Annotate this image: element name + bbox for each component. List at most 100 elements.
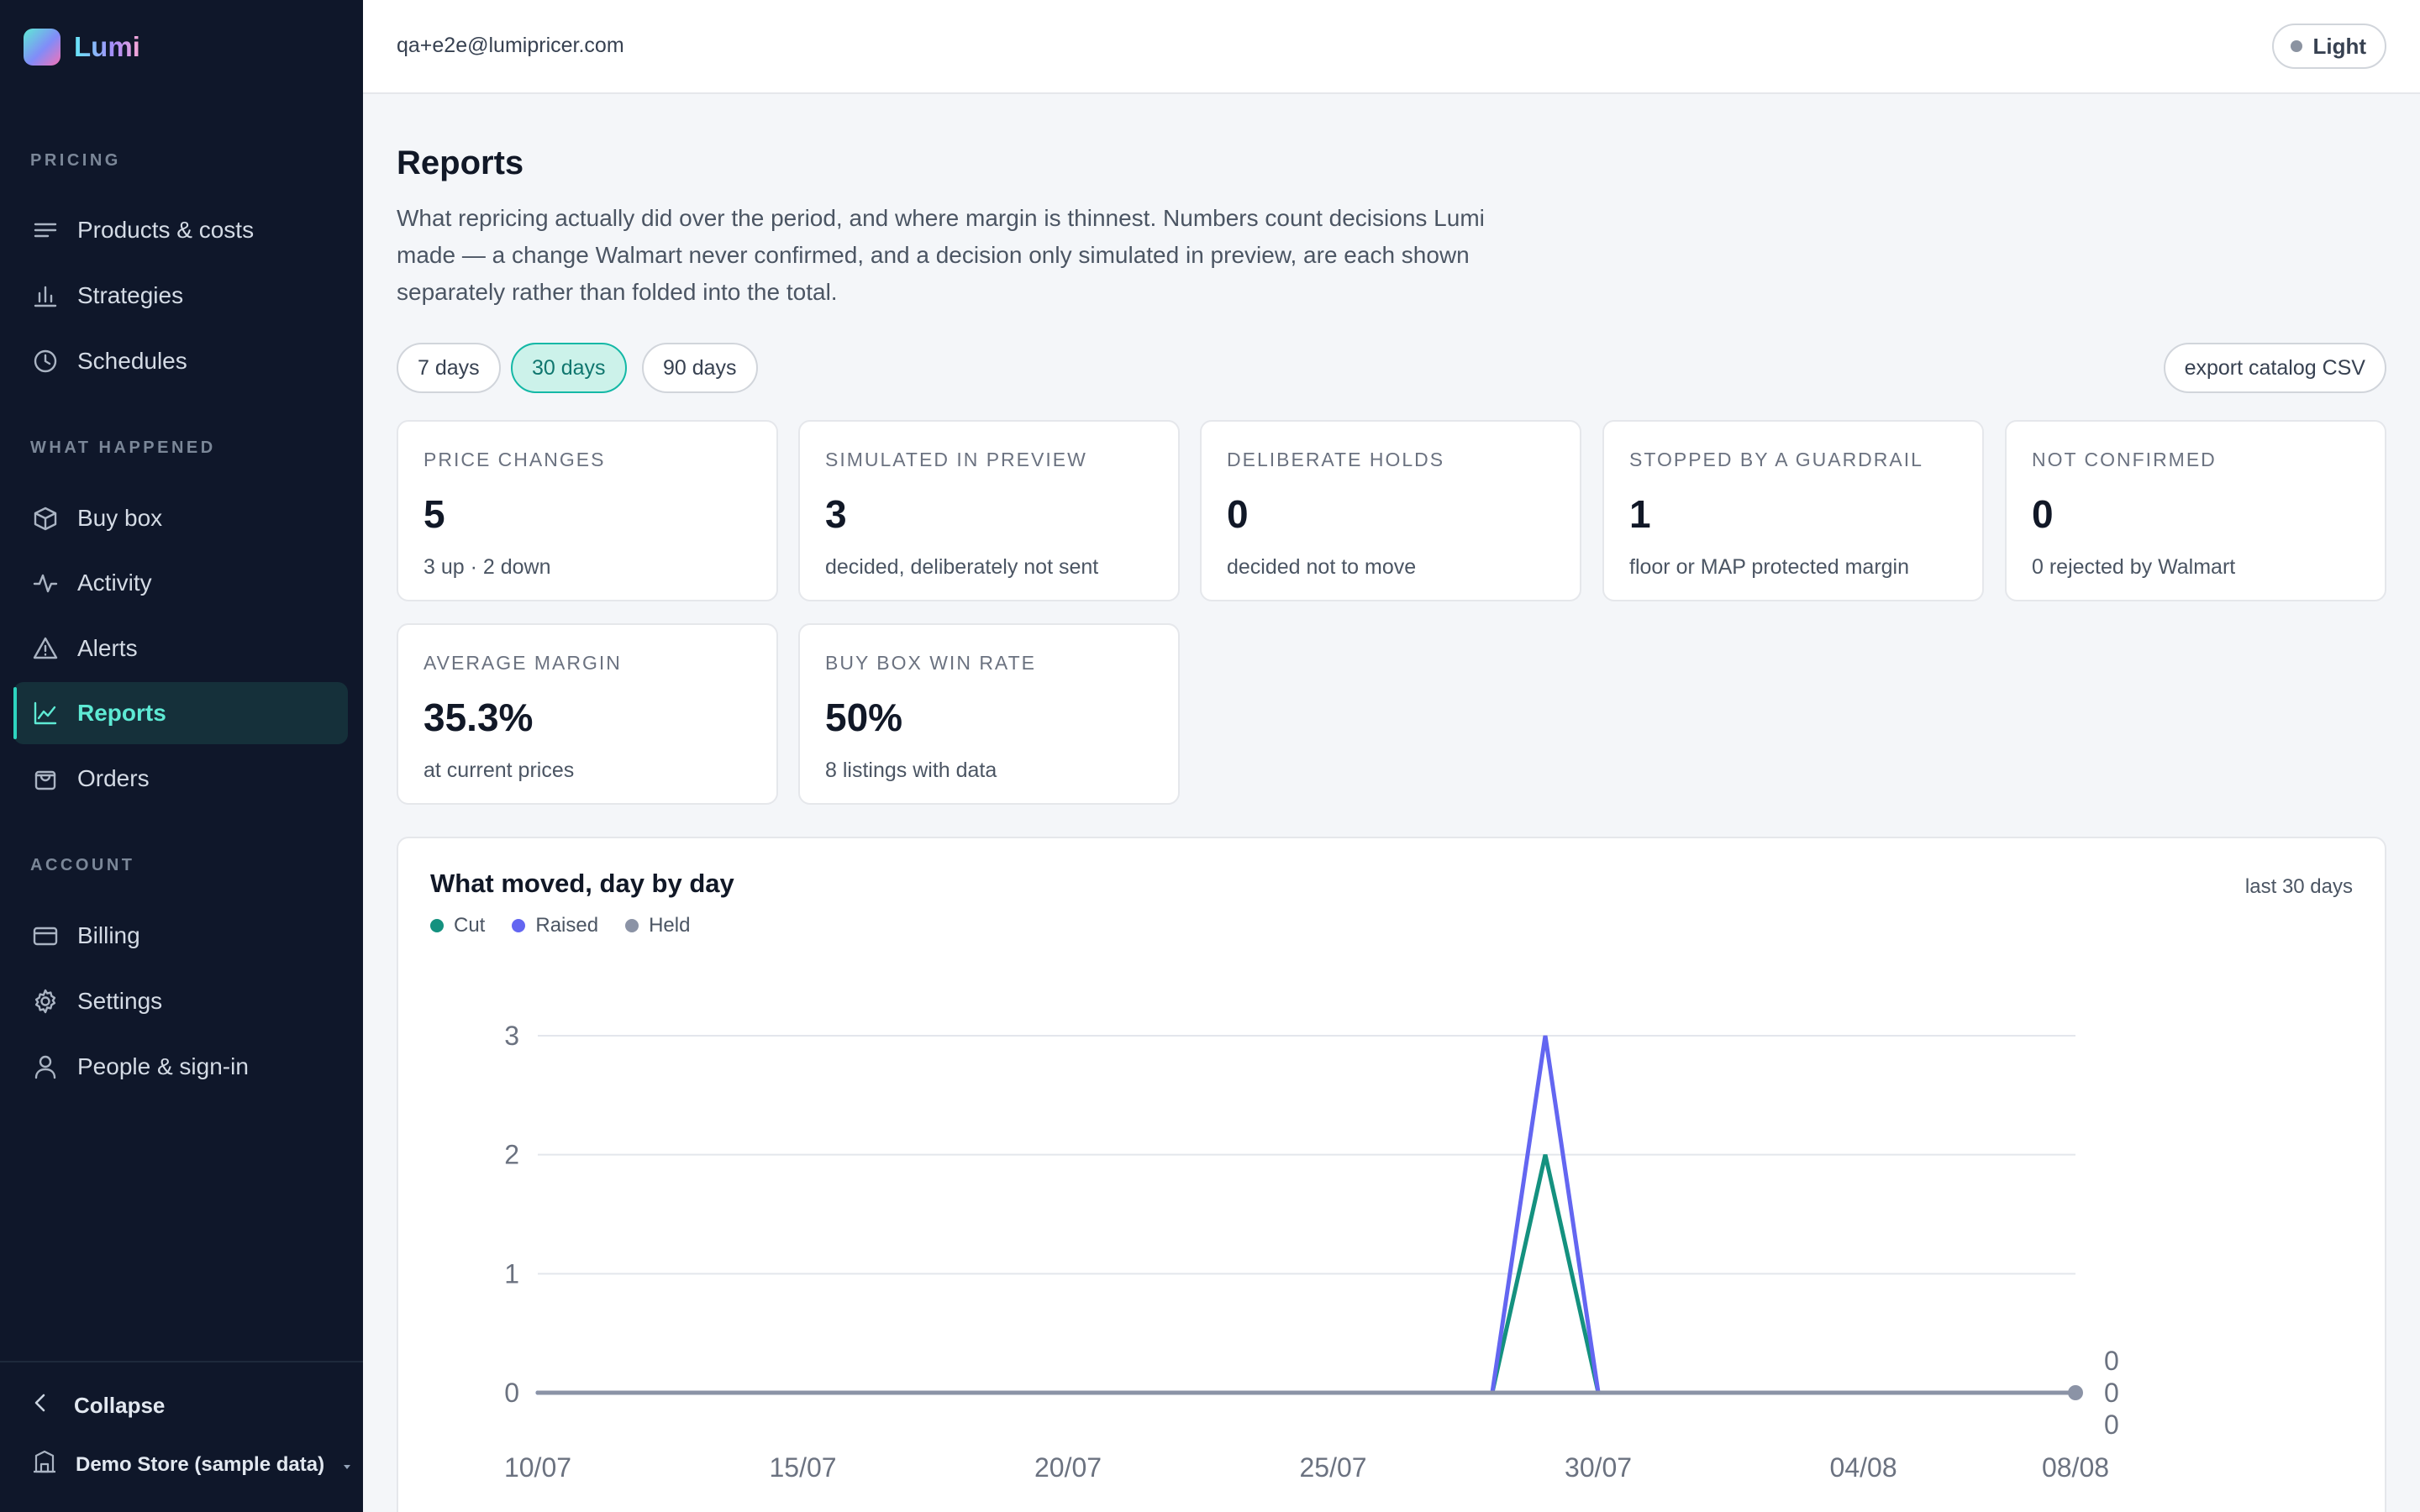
sidebar-item-alerts[interactable]: Alerts — [13, 617, 348, 680]
nav-section-what-happened: WHAT HAPPENED — [30, 438, 216, 457]
sidebar-item-label: Orders — [77, 765, 150, 791]
user-email: qa+e2e@lumipricer.com — [397, 34, 624, 57]
warning-icon — [32, 635, 59, 662]
sidebar-item-buy-box[interactable]: Buy box — [13, 487, 348, 549]
list-icon — [32, 217, 59, 244]
legend-item-raised[interactable]: Raised — [512, 914, 598, 937]
x-tick-label: 08/08 — [2042, 1452, 2109, 1483]
collapse-label: Collapse — [74, 1393, 166, 1418]
sidebar-item-label: Settings — [77, 988, 163, 1014]
range-90-days-button[interactable]: 90 days — [642, 343, 758, 393]
nav-section-account: ACCOUNT — [30, 856, 135, 874]
stat-card-sub: decided, deliberately not sent — [825, 555, 1099, 579]
series-end-label: 0 — [2104, 1346, 2119, 1376]
stat-card-sub: 3 up · 2 down — [424, 555, 551, 579]
stat-card-value: 50% — [825, 696, 903, 739]
y-tick-label: 3 — [504, 1021, 519, 1051]
y-tick-label: 1 — [504, 1258, 519, 1289]
stat-card-label: NOT CONFIRMED — [2032, 449, 2217, 470]
sidebar-item-billing[interactable]: Billing — [13, 905, 348, 967]
brand-name: Lumi — [74, 31, 140, 62]
chevron-down-icon — [343, 1453, 351, 1477]
sidebar-item-activity[interactable]: Activity — [13, 552, 348, 614]
bar-chart-icon — [32, 282, 59, 309]
x-tick-label: 25/07 — [1300, 1452, 1367, 1483]
stat-card-sub: 0 rejected by Walmart — [2032, 555, 2236, 579]
sidebar-item-schedules[interactable]: Schedules — [13, 330, 348, 392]
series-line-raised — [535, 1035, 2078, 1395]
bag-icon — [32, 765, 59, 792]
legend-item-held[interactable]: Held — [625, 914, 690, 937]
sidebar-item-strategies[interactable]: Strategies — [13, 265, 348, 327]
sidebar-item-orders[interactable]: Orders — [13, 748, 348, 810]
sidebar-item-label: Billing — [77, 922, 140, 948]
x-tick-label: 15/07 — [769, 1452, 836, 1483]
sidebar-item-label: Activity — [77, 570, 152, 596]
stat-card-sub: 8 listings with data — [825, 759, 997, 782]
topbar: qa+e2e@lumipricer.com Light — [363, 0, 2420, 94]
collapse-button[interactable]: Collapse — [32, 1393, 165, 1419]
stat-card-sub: floor or MAP protected margin — [1629, 555, 1910, 579]
sidebar-item-products-costs[interactable]: Products & costs — [13, 199, 348, 261]
sidebar-item-people-sign-in[interactable]: People & sign-in — [13, 1036, 348, 1098]
store-icon — [32, 1449, 57, 1480]
theme-label: Light — [2312, 33, 2366, 59]
x-tick-label: 20/07 — [1034, 1452, 1102, 1483]
sidebar-item-label: Schedules — [77, 348, 187, 374]
x-tick-label: 04/08 — [1830, 1452, 1897, 1483]
stat-card-label: AVERAGE MARGIN — [424, 652, 622, 674]
brand[interactable]: Lumi — [24, 29, 140, 66]
line-chart-icon — [32, 700, 59, 727]
stat-card-label: PRICE CHANGES — [424, 449, 606, 470]
stat-card-stopped-by-guardrail: STOPPED BY A GUARDRAIL 1 floor or MAP pr… — [1602, 420, 1984, 601]
chart-title: What moved, day by day — [430, 869, 734, 898]
stat-card-simulated-in-preview: SIMULATED IN PREVIEW 3 decided, delibera… — [798, 420, 1180, 601]
chart-legend: Cut Raised Held — [430, 914, 690, 937]
sidebar-item-label: Buy box — [77, 505, 163, 531]
range-30-days-button[interactable]: 30 days — [511, 343, 627, 393]
stat-card-label: BUY BOX WIN RATE — [825, 652, 1036, 674]
page-title: Reports — [397, 144, 524, 181]
range-7-days-button[interactable]: 7 days — [397, 343, 501, 393]
legend-label: Held — [649, 914, 691, 937]
stat-card-average-margin: AVERAGE MARGIN 35.3% at current prices — [397, 623, 778, 805]
stat-card-buy-box-win-rate: BUY BOX WIN RATE 50% 8 listings with dat… — [798, 623, 1180, 805]
stat-card-value: 0 — [2032, 492, 2054, 536]
x-tick-label: 30/07 — [1565, 1452, 1632, 1483]
chart-range-label: last 30 days — [2244, 875, 2353, 898]
legend-dot-icon — [430, 919, 444, 932]
stat-card-label: STOPPED BY A GUARDRAIL — [1629, 449, 1923, 470]
stat-card-sub: at current prices — [424, 759, 575, 782]
chart-panel: What moved, day by day last 30 days Cut … — [397, 837, 2386, 1512]
sidebar-item-label: Reports — [77, 700, 166, 726]
stat-card-deliberate-holds: DELIBERATE HOLDS 0 decided not to move — [1200, 420, 1581, 601]
sidebar-item-label: People & sign-in — [77, 1053, 249, 1079]
sidebar-item-settings[interactable]: Settings — [13, 970, 348, 1032]
series-end-label: 0 — [2104, 1410, 2119, 1440]
sidebar-divider — [0, 1361, 363, 1362]
user-icon — [32, 1053, 59, 1080]
export-catalog-csv-button[interactable]: export catalog CSV — [2163, 343, 2386, 393]
legend-dot-icon — [625, 919, 639, 932]
stat-card-sub: decided not to move — [1227, 555, 1417, 579]
stat-card-label: SIMULATED IN PREVIEW — [825, 449, 1087, 470]
stat-card-not-confirmed: NOT CONFIRMED 0 0 rejected by Walmart — [2005, 420, 2386, 601]
sidebar-item-label: Strategies — [77, 282, 184, 308]
credit-card-icon — [32, 922, 59, 949]
stat-card-value: 35.3% — [424, 696, 534, 739]
series-end-point — [2068, 1385, 2083, 1400]
stat-card-price-changes: PRICE CHANGES 5 3 up · 2 down — [397, 420, 778, 601]
stat-card-value: 5 — [424, 492, 445, 536]
legend-label: Raised — [535, 914, 599, 937]
stat-card-value: 3 — [825, 492, 847, 536]
box-icon — [32, 505, 59, 532]
sidebar-item-reports[interactable]: Reports — [13, 682, 348, 744]
clock-icon — [32, 348, 59, 375]
legend-item-cut[interactable]: Cut — [430, 914, 485, 937]
theme-toggle-button[interactable]: Light — [2272, 24, 2386, 69]
stat-card-label: DELIBERATE HOLDS — [1227, 449, 1445, 470]
theme-dot-icon — [2291, 40, 2303, 52]
y-tick-label: 0 — [504, 1378, 519, 1408]
y-tick-label: 2 — [504, 1140, 519, 1170]
store-switcher[interactable]: Demo Store (sample data) — [32, 1449, 351, 1480]
